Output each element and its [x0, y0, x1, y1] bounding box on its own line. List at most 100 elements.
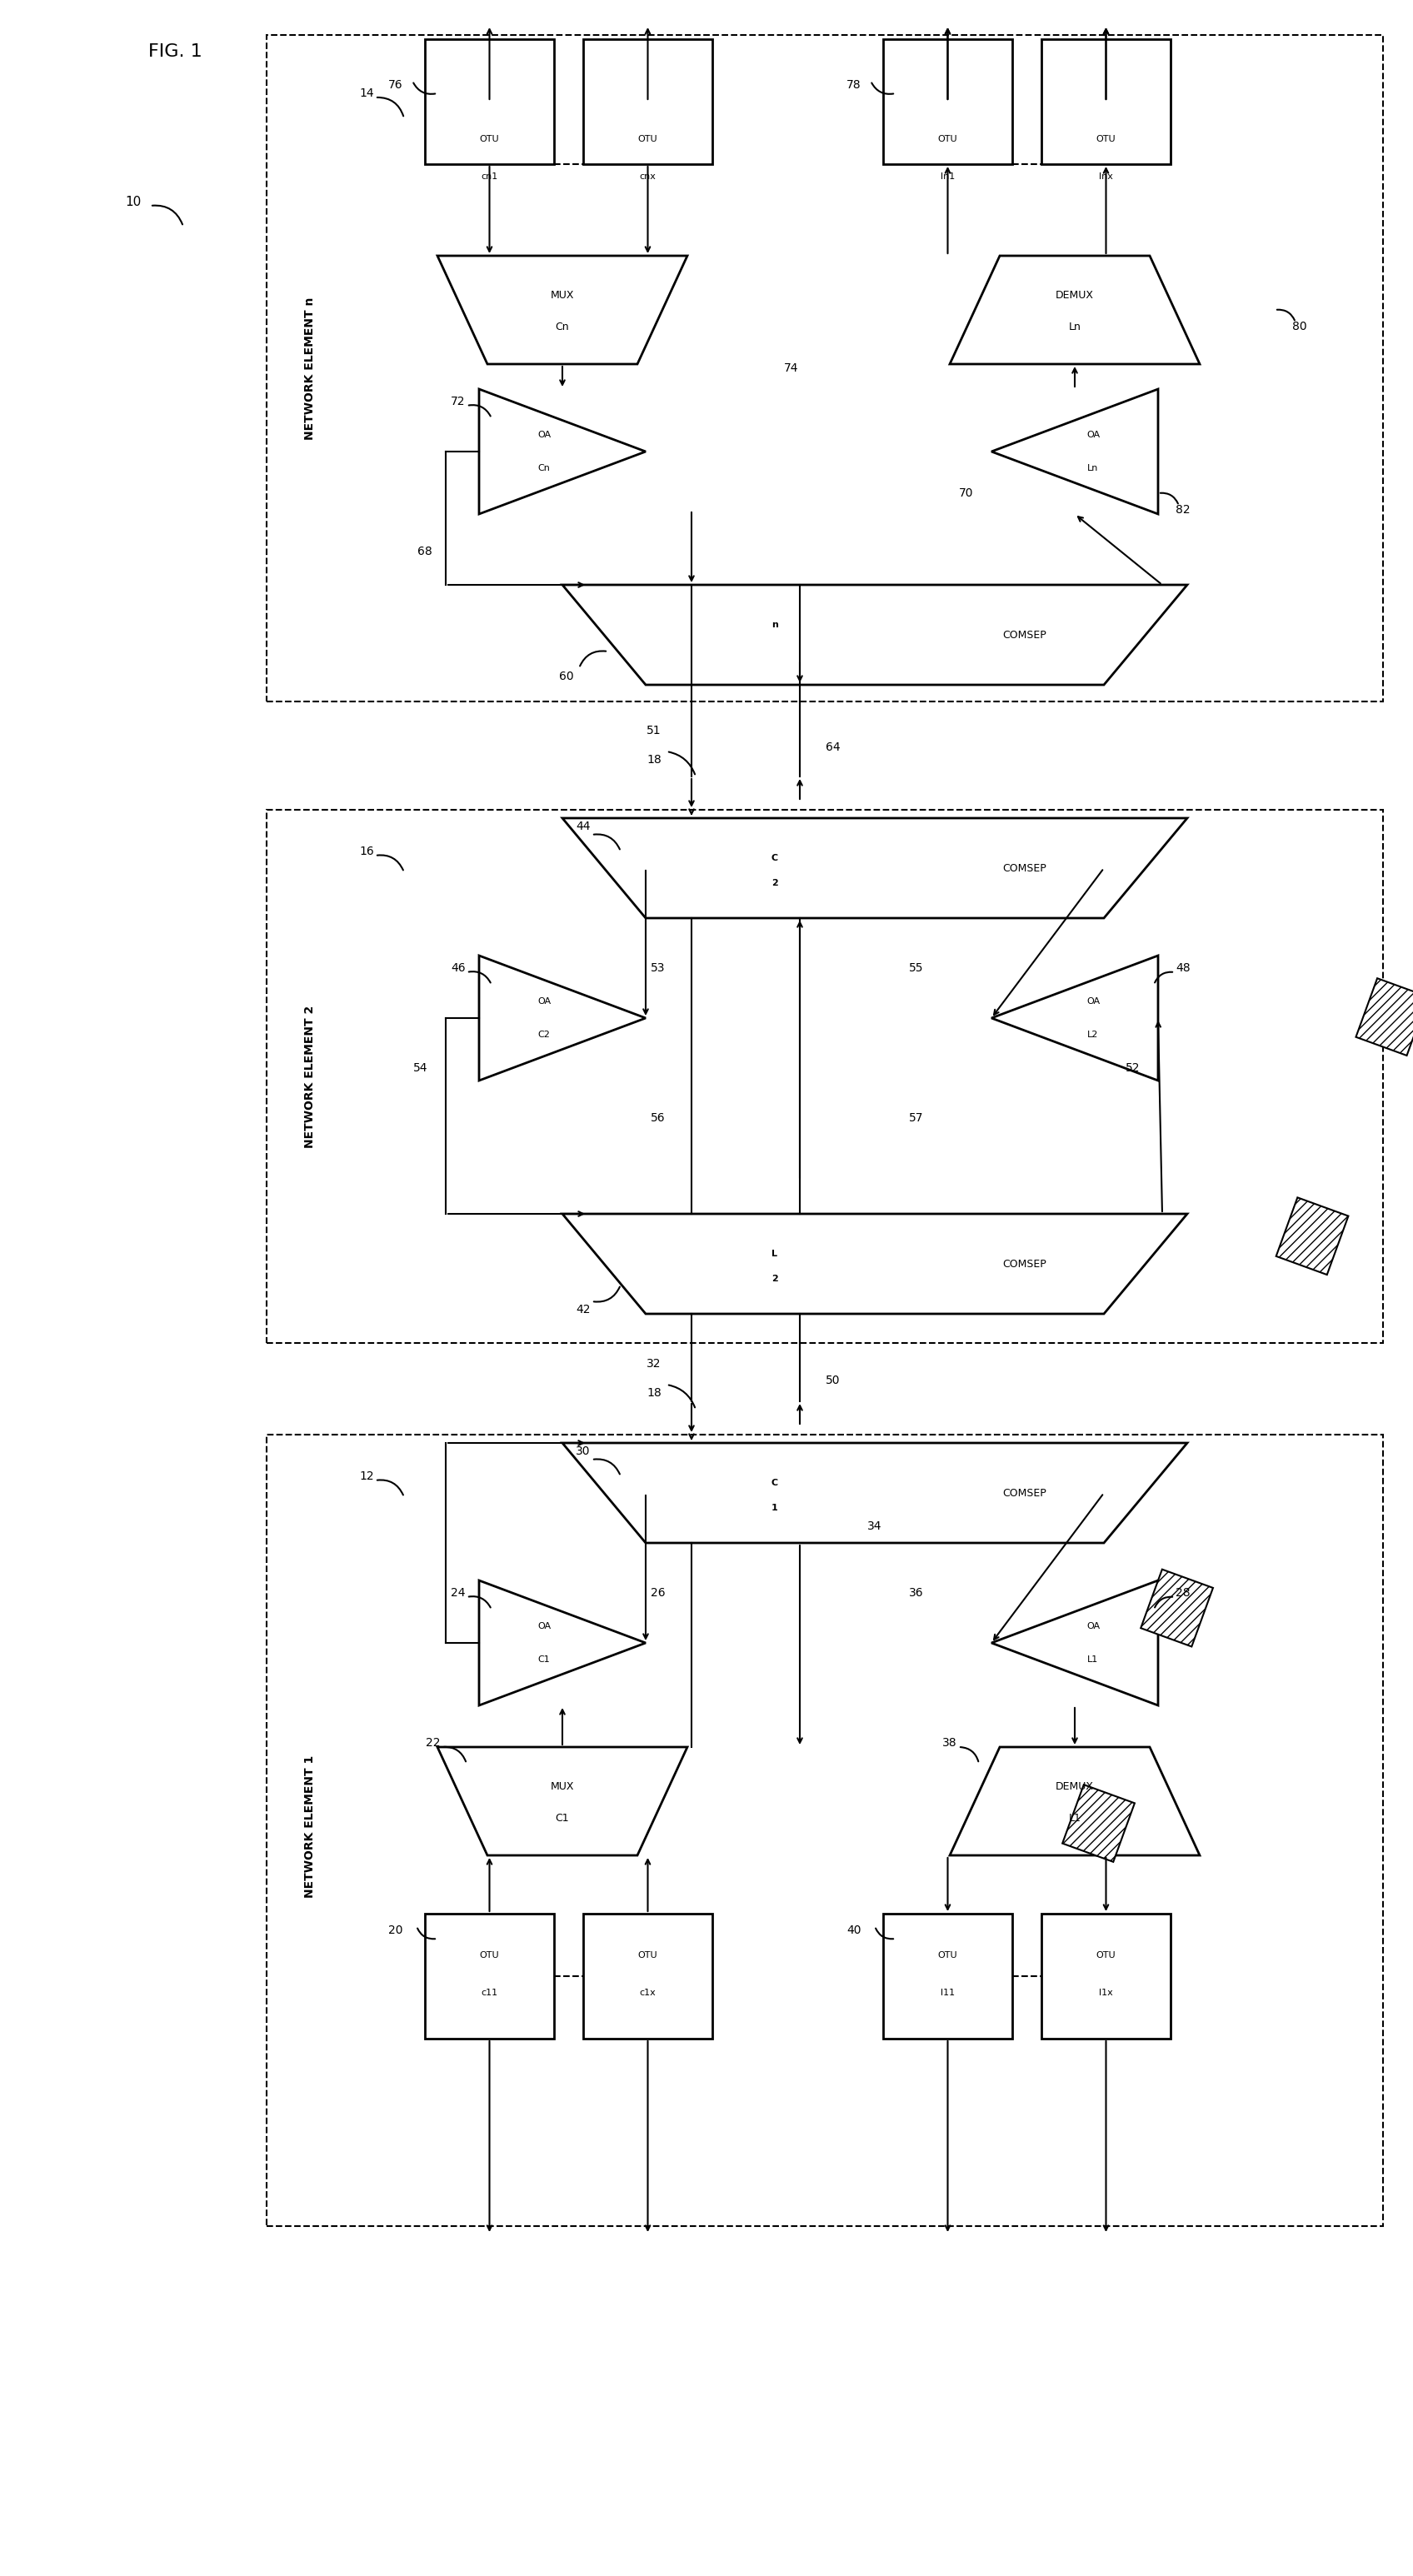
Text: 2: 2 [771, 878, 779, 886]
Text: L: L [771, 1249, 777, 1257]
Text: OTU: OTU [479, 1950, 499, 1960]
Text: MUX: MUX [551, 1780, 574, 1793]
Bar [883, 1914, 1012, 2038]
Polygon shape [992, 956, 1159, 1079]
Text: 46: 46 [451, 963, 465, 974]
Bar [267, 809, 1383, 1342]
Text: 20: 20 [389, 1924, 403, 1937]
Polygon shape [479, 389, 646, 515]
Text: 1: 1 [771, 1504, 779, 1512]
Text: OTU: OTU [637, 1950, 657, 1960]
Text: 70: 70 [959, 487, 974, 500]
Text: FIG. 1: FIG. 1 [148, 44, 202, 59]
Text: 74: 74 [784, 363, 798, 374]
Polygon shape [438, 1747, 687, 1855]
Bar [1041, 39, 1170, 165]
Text: OA: OA [537, 997, 551, 1005]
Text: 60: 60 [560, 670, 574, 683]
Text: 36: 36 [909, 1587, 924, 1600]
Text: 16: 16 [359, 845, 374, 858]
Text: 18: 18 [647, 1386, 661, 1399]
Text: 51: 51 [647, 724, 661, 737]
Text: n: n [771, 621, 779, 629]
Bar [584, 1914, 712, 2038]
Text: Cn: Cn [538, 464, 550, 471]
Text: OTU: OTU [1096, 134, 1116, 144]
Bar [425, 1914, 554, 2038]
Text: Ln: Ln [1068, 322, 1081, 332]
Text: DEMUX: DEMUX [1056, 289, 1094, 301]
Text: 57: 57 [909, 1113, 924, 1123]
Text: 44: 44 [577, 822, 591, 832]
Text: 40: 40 [846, 1924, 862, 1937]
Text: 50: 50 [825, 1376, 841, 1386]
Text: OA: OA [1087, 1623, 1099, 1631]
Text: COMSEP: COMSEP [1003, 1260, 1047, 1270]
Text: 64: 64 [825, 742, 841, 752]
Polygon shape [562, 1213, 1187, 1314]
Bar [267, 1435, 1383, 2226]
Text: 14: 14 [359, 88, 374, 98]
Bar [425, 39, 554, 165]
Text: OTU: OTU [938, 1950, 958, 1960]
Text: l11: l11 [941, 1989, 955, 1996]
Bar [1356, 979, 1413, 1056]
Polygon shape [950, 1747, 1200, 1855]
Text: c1x: c1x [640, 1989, 656, 1996]
Text: 72: 72 [451, 397, 465, 407]
Text: c11: c11 [480, 1989, 497, 1996]
Text: 28: 28 [1176, 1587, 1190, 1600]
Text: OTU: OTU [637, 134, 657, 144]
Text: 52: 52 [1126, 1061, 1140, 1074]
Text: OA: OA [537, 430, 551, 438]
Text: C: C [771, 855, 779, 863]
Text: NETWORK ELEMENT 1: NETWORK ELEMENT 1 [304, 1754, 315, 1899]
Text: 22: 22 [425, 1736, 441, 1749]
Polygon shape [992, 389, 1159, 515]
Polygon shape [479, 1582, 646, 1705]
Text: 32: 32 [647, 1358, 661, 1370]
Text: Cn: Cn [555, 322, 569, 332]
Polygon shape [562, 819, 1187, 917]
Text: 18: 18 [647, 755, 661, 765]
Bar [1276, 1198, 1348, 1275]
Text: 76: 76 [389, 80, 403, 90]
Text: 38: 38 [942, 1736, 957, 1749]
Text: COMSEP: COMSEP [1003, 1486, 1047, 1499]
Text: NETWORK ELEMENT n: NETWORK ELEMENT n [304, 296, 315, 440]
Polygon shape [438, 255, 687, 363]
Text: 54: 54 [414, 1061, 428, 1074]
Text: OA: OA [537, 1623, 551, 1631]
Bar [1041, 1914, 1170, 2038]
Text: cnx: cnx [640, 173, 656, 180]
Text: DEMUX: DEMUX [1056, 1780, 1094, 1793]
Text: OA: OA [1087, 997, 1099, 1005]
Text: 30: 30 [577, 1445, 591, 1458]
Text: L2: L2 [1088, 1030, 1099, 1038]
Text: Ln: Ln [1088, 464, 1099, 471]
Text: OTU: OTU [1096, 1950, 1116, 1960]
Polygon shape [479, 956, 646, 1079]
Text: 56: 56 [651, 1113, 666, 1123]
Text: 53: 53 [651, 963, 666, 974]
Text: 42: 42 [577, 1303, 591, 1316]
Text: OTU: OTU [938, 134, 958, 144]
Text: COMSEP: COMSEP [1003, 863, 1047, 873]
Text: 2: 2 [771, 1275, 779, 1283]
Text: 26: 26 [651, 1587, 666, 1600]
Text: OA: OA [1087, 430, 1099, 438]
Text: C: C [771, 1479, 779, 1486]
Text: NETWORK ELEMENT 2: NETWORK ELEMENT 2 [304, 1005, 315, 1149]
Text: 55: 55 [909, 963, 924, 974]
Bar [1063, 1785, 1135, 1862]
Bar [584, 39, 712, 165]
Polygon shape [562, 585, 1187, 685]
Text: 10: 10 [126, 196, 141, 209]
Text: 48: 48 [1176, 963, 1190, 974]
Bar [1140, 1569, 1212, 1646]
Bar [883, 39, 1012, 165]
Text: cn1: cn1 [480, 173, 497, 180]
Text: OTU: OTU [479, 134, 499, 144]
Text: l1x: l1x [1099, 1989, 1113, 1996]
Text: ln1: ln1 [941, 173, 955, 180]
